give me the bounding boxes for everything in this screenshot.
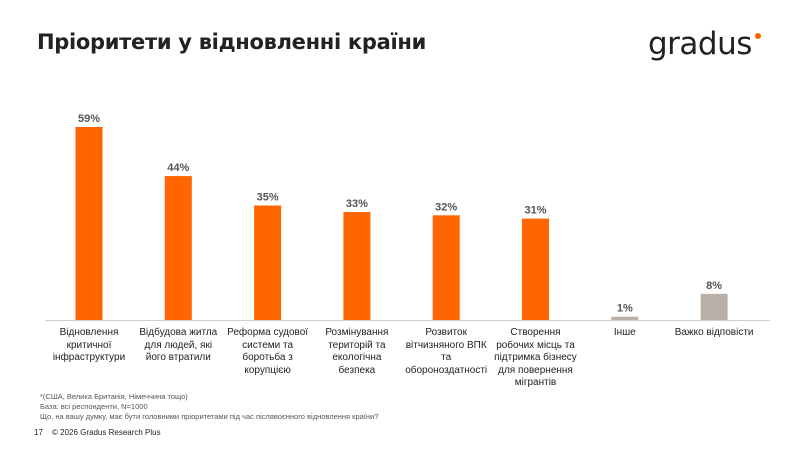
base-note: База: всі респонденти, N=1000 xyxy=(40,402,148,411)
x-tick-label: Розвиток вітчизняного ВПК та обороноздат… xyxy=(405,327,488,376)
x-tick-label: Розмінування територій та екологічна без… xyxy=(325,327,389,376)
page-title: Пріоритети у відновленні країни xyxy=(37,30,426,54)
bar xyxy=(611,316,639,320)
data-label: 35% xyxy=(257,192,279,204)
data-label: 1% xyxy=(617,303,633,315)
x-tick-label: Відновлення критичної інфраструктури xyxy=(52,327,126,363)
bar xyxy=(432,215,460,320)
x-tick-label: Важко відповісти xyxy=(674,327,754,338)
bar xyxy=(700,293,728,320)
data-label: 44% xyxy=(167,162,189,174)
footnote: *(США, Велика Британія, Німеччина тощо) xyxy=(40,392,188,401)
x-tick-label: Реформа судової системи та боротьба з ко… xyxy=(227,327,309,376)
x-tick-label: Створення робочих місць та підтримка біз… xyxy=(494,327,577,388)
data-label: 33% xyxy=(346,198,368,210)
page-number: 17 xyxy=(34,428,43,437)
data-label: 31% xyxy=(524,205,546,217)
x-tick-label: Інше xyxy=(613,327,636,338)
x-tick-label: Відбудова житла для людей, які його втра… xyxy=(139,327,218,363)
data-label: 8% xyxy=(706,280,722,292)
data-label: 32% xyxy=(435,201,457,213)
bar xyxy=(164,176,192,320)
logo-dot-icon xyxy=(755,33,761,39)
bar xyxy=(75,127,103,320)
bar xyxy=(522,218,549,320)
data-label: 59% xyxy=(78,113,100,125)
gradus-logo: gradus xyxy=(648,26,752,62)
bar xyxy=(343,212,371,320)
bar xyxy=(254,205,282,320)
copyright: © 2026 Gradus Research Plus xyxy=(52,428,161,437)
question-note: Що, на вашу думку, має бути головними пр… xyxy=(40,412,379,421)
